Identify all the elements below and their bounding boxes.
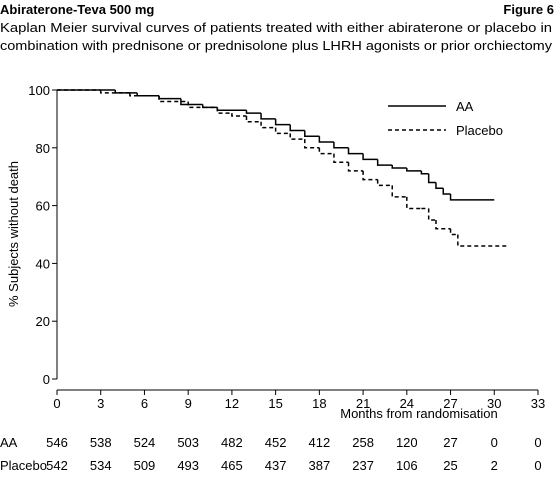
survival-step bbox=[333, 142, 349, 149]
legend-label: Placebo bbox=[456, 123, 503, 138]
survival-step bbox=[318, 136, 334, 143]
survival-step bbox=[449, 194, 495, 201]
y-tick-label: 100 bbox=[28, 83, 50, 98]
x-tick-label: 30 bbox=[487, 396, 501, 411]
survival-step bbox=[289, 124, 305, 132]
survival-step bbox=[420, 170, 429, 175]
survival-step bbox=[376, 159, 393, 166]
risk-count: 237 bbox=[352, 458, 374, 473]
survival-step bbox=[216, 107, 247, 111]
survival-step bbox=[304, 130, 320, 137]
risk-count: 542 bbox=[46, 458, 68, 473]
y-axis-label: % Subjects without death bbox=[6, 161, 21, 307]
survival-step bbox=[274, 118, 291, 126]
survival-step bbox=[274, 127, 291, 135]
y-tick-label: 40 bbox=[36, 256, 50, 271]
y-tick-label: 60 bbox=[36, 199, 50, 214]
risk-count: 0 bbox=[534, 435, 541, 450]
legend-label: AA bbox=[456, 99, 474, 114]
survival-step bbox=[347, 147, 364, 155]
x-tick-label: 9 bbox=[185, 396, 192, 411]
risk-count: 120 bbox=[396, 435, 418, 450]
figure-label: Figure 6 bbox=[503, 2, 554, 17]
survival-step bbox=[406, 196, 422, 210]
risk-count: 493 bbox=[177, 458, 199, 473]
survival-step bbox=[245, 110, 262, 114]
survival-step bbox=[376, 179, 393, 187]
risk-count: 258 bbox=[352, 435, 374, 450]
risk-count: 0 bbox=[534, 458, 541, 473]
risk-row-label: Placebo bbox=[0, 458, 47, 473]
survival-step bbox=[99, 90, 130, 94]
survival-step bbox=[129, 92, 160, 97]
survival-step bbox=[158, 95, 189, 103]
survival-step bbox=[260, 113, 276, 120]
x-tick-label: 33 bbox=[531, 396, 545, 411]
risk-count: 534 bbox=[90, 458, 112, 473]
risk-count: 0 bbox=[491, 435, 498, 450]
x-tick-label: 18 bbox=[312, 396, 326, 411]
risk-row-label: AA bbox=[0, 435, 18, 450]
risk-count: 437 bbox=[265, 458, 287, 473]
x-tick-label: 27 bbox=[443, 396, 457, 411]
survival-step bbox=[442, 188, 451, 195]
x-tick-label: 21 bbox=[356, 396, 370, 411]
x-tick-label: 15 bbox=[268, 396, 282, 411]
risk-count: 106 bbox=[396, 458, 418, 473]
y-tick-label: 0 bbox=[43, 372, 50, 387]
risk-count: 538 bbox=[90, 435, 112, 450]
x-axis-label: Months from randomisation bbox=[340, 406, 498, 421]
survival-step bbox=[180, 98, 203, 106]
subtitle: combination with prednisone or prednisol… bbox=[0, 38, 553, 53]
survival-step bbox=[231, 113, 247, 117]
survival-step bbox=[457, 234, 509, 247]
risk-count: 452 bbox=[265, 435, 287, 450]
risk-count: 2 bbox=[491, 458, 498, 473]
survival-step bbox=[391, 165, 407, 169]
risk-count: 25 bbox=[443, 458, 457, 473]
survival-step bbox=[158, 95, 181, 100]
survival-step bbox=[427, 208, 436, 221]
risk-count: 412 bbox=[309, 435, 331, 450]
survival-step bbox=[435, 182, 444, 190]
risk-count: 503 bbox=[177, 435, 199, 450]
risk-count: 509 bbox=[134, 458, 156, 473]
x-tick-label: 24 bbox=[400, 396, 414, 411]
survival-step bbox=[435, 220, 451, 230]
x-tick-label: 12 bbox=[225, 396, 239, 411]
survival-step bbox=[449, 228, 458, 236]
survival-step bbox=[245, 116, 262, 123]
subtitle: Kaplan Meier survival curves of patients… bbox=[0, 20, 552, 35]
risk-count: 27 bbox=[443, 435, 457, 450]
survival-step bbox=[333, 153, 349, 163]
x-tick-label: 6 bbox=[141, 396, 148, 411]
risk-count: 482 bbox=[221, 435, 243, 450]
y-tick-label: 80 bbox=[36, 141, 50, 156]
survival-step bbox=[304, 139, 320, 149]
risk-count: 387 bbox=[309, 458, 331, 473]
x-tick-label: 3 bbox=[97, 396, 104, 411]
header-title: Abiraterone-Teva 500 mg bbox=[0, 2, 154, 17]
risk-count: 465 bbox=[221, 458, 243, 473]
survival-step bbox=[362, 153, 378, 161]
survival-step bbox=[347, 162, 364, 172]
survival-step bbox=[187, 101, 218, 109]
y-tick-label: 20 bbox=[36, 314, 50, 329]
survival-step bbox=[427, 173, 436, 184]
survival-step bbox=[391, 185, 407, 198]
survival-step bbox=[406, 168, 422, 172]
survival-step bbox=[216, 107, 232, 114]
risk-count: 546 bbox=[46, 435, 68, 450]
risk-count: 524 bbox=[134, 435, 156, 450]
survival-step bbox=[318, 147, 334, 155]
survival-step bbox=[362, 170, 378, 181]
x-tick-label: 0 bbox=[53, 396, 60, 411]
survival-step bbox=[289, 133, 305, 140]
survival-step bbox=[260, 121, 276, 129]
